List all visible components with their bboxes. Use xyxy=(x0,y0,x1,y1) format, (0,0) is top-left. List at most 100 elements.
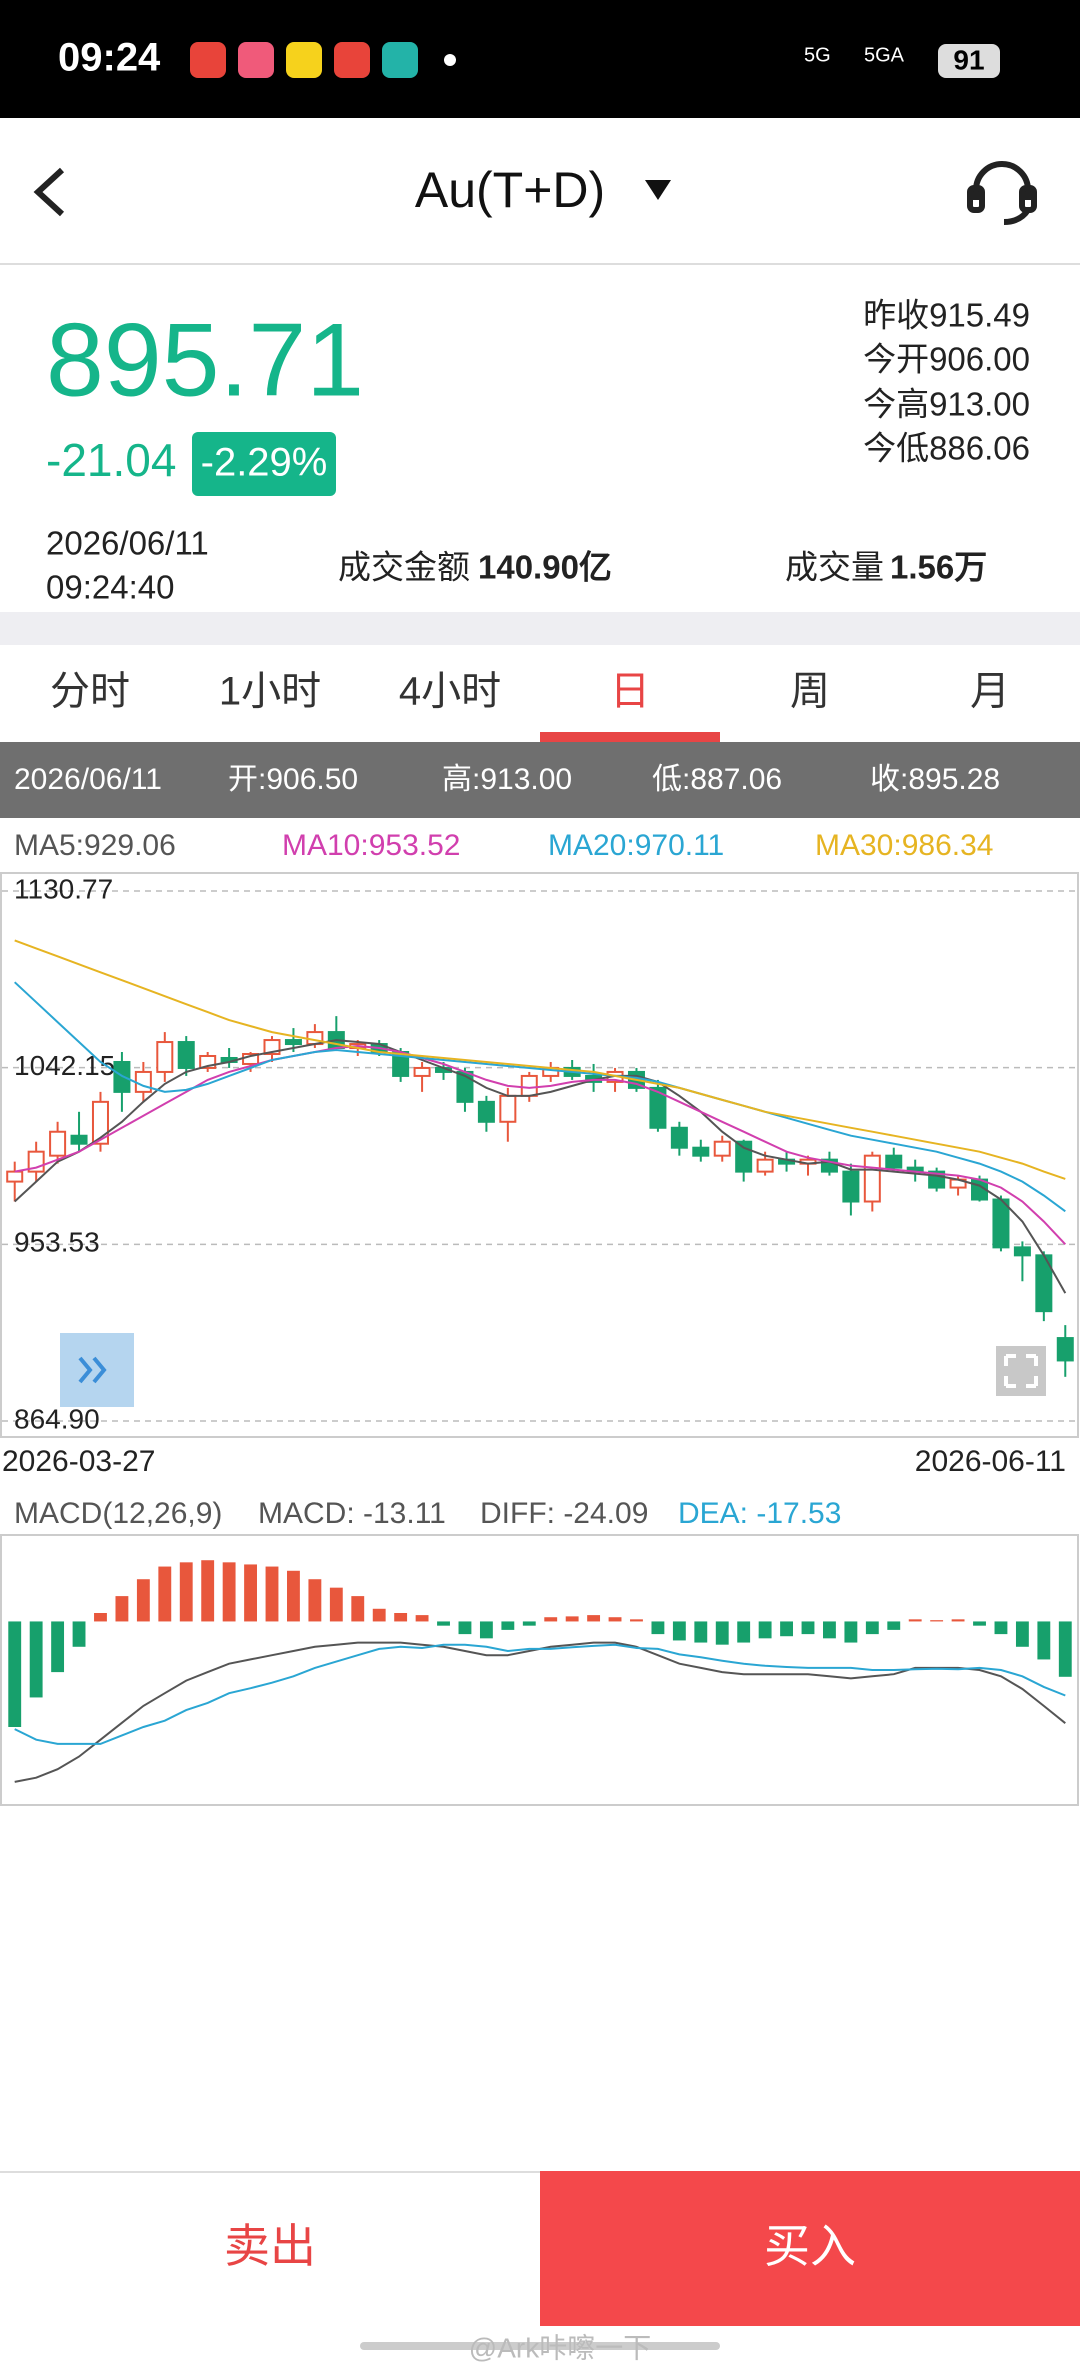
ohlc-text: 高:913.00 xyxy=(442,763,572,796)
tab[interactable]: 1小时 xyxy=(219,670,321,714)
volume-value: 1.56万 xyxy=(890,549,987,586)
macd-bar xyxy=(587,1615,601,1622)
macd-bar xyxy=(694,1621,708,1643)
y-tick-label: 1130.77 xyxy=(14,873,113,904)
expand-button[interactable] xyxy=(60,1333,134,1407)
diff-line xyxy=(14,1641,1066,1783)
net-label: 5GA xyxy=(864,44,905,66)
macd-bar xyxy=(201,1560,215,1622)
tab-underline xyxy=(540,732,720,742)
tab[interactable]: 分时 xyxy=(50,670,130,714)
buy-label: 买入 xyxy=(764,2220,856,2272)
macd-bar xyxy=(608,1617,622,1622)
ohlc-bar xyxy=(0,742,1080,818)
macd-bar xyxy=(973,1621,986,1626)
candle-body xyxy=(670,1126,688,1149)
macd-bar xyxy=(1037,1621,1051,1660)
candle-body xyxy=(520,1074,538,1097)
candle-body xyxy=(177,1041,195,1069)
ma-line xyxy=(14,939,1066,1180)
tab[interactable]: 4小时 xyxy=(399,670,501,714)
change: -21.04 xyxy=(46,434,176,486)
ma-line xyxy=(14,1039,1067,1294)
fullscreen-button[interactable] xyxy=(996,1346,1046,1396)
y-tick-label: 953.53 xyxy=(14,1227,100,1258)
kline-plot: 1130.77 1042.15 953.53 864.90 xyxy=(2,873,1077,1434)
candle-body xyxy=(842,1170,860,1203)
macd-bar xyxy=(737,1621,751,1643)
candle-body xyxy=(70,1134,88,1145)
macd-bar xyxy=(844,1621,858,1643)
x-label: 2026-03-27 xyxy=(2,1445,155,1478)
candle-body xyxy=(735,1140,753,1173)
macd-legend-item: MACD: -13.11 xyxy=(258,1497,446,1530)
volume-label: 成交量 xyxy=(785,549,884,586)
macd-bar xyxy=(1058,1621,1072,1677)
high: 今高913.00 xyxy=(863,386,1030,423)
macd-legend-item: DEA: -17.53 xyxy=(678,1497,841,1530)
candle-body xyxy=(692,1146,710,1157)
candle-body xyxy=(134,1070,152,1093)
macd-bar xyxy=(522,1621,536,1626)
y-tick-label: 864.90 xyxy=(14,1403,100,1434)
macd-bar xyxy=(758,1621,772,1639)
macd-frame xyxy=(0,1534,1079,1806)
expand-icon xyxy=(78,1356,107,1384)
macd-bar xyxy=(479,1621,493,1639)
macd-legend: MACD(12,26,9) MACD: -13.11 DIFF: -24.09 DEA… xyxy=(14,1497,841,1530)
macd-bar xyxy=(94,1613,107,1622)
macd-bar xyxy=(715,1621,729,1645)
support-icon[interactable] xyxy=(967,161,1037,225)
macd-bar xyxy=(72,1621,86,1647)
macd-bar xyxy=(630,1619,643,1622)
turnover-label: 成交金额 xyxy=(338,549,470,586)
macd-legend-item: DIFF: -24.09 xyxy=(480,1497,648,1530)
candle-body xyxy=(284,1039,302,1046)
candle-body xyxy=(992,1198,1010,1249)
sell-button[interactable] xyxy=(0,2171,540,2326)
battery xyxy=(938,44,1000,78)
candle-body xyxy=(885,1154,903,1169)
macd-bar xyxy=(329,1587,343,1622)
candle-body xyxy=(649,1086,667,1129)
macd-bar xyxy=(865,1621,879,1635)
macd-bar xyxy=(115,1596,129,1622)
change-pct: -2.29% xyxy=(201,441,328,485)
macd-bar xyxy=(930,1620,944,1622)
x-labels: 2026-03-27 2026-06-11 xyxy=(2,1445,1066,1478)
tabs: 分时 1小时 4小时 日 周 月 xyxy=(50,670,1010,742)
low: 今低886.06 xyxy=(863,430,1030,467)
macd-legend-item: MACD(12,26,9) xyxy=(14,1497,222,1530)
macd-bar xyxy=(651,1621,665,1635)
candle-body xyxy=(91,1100,109,1145)
candle-body xyxy=(413,1066,431,1077)
macd-bar xyxy=(565,1616,579,1622)
macd-bar xyxy=(394,1613,408,1622)
candle-body xyxy=(156,1041,174,1073)
candle-body xyxy=(1056,1337,1074,1362)
macd-bar xyxy=(458,1621,472,1635)
ma-legend: MA5:929.06 MA10:953.52 MA20:970.11 MA30:986… xyxy=(14,829,993,862)
candle-body xyxy=(1013,1246,1031,1257)
tab[interactable]: 月 xyxy=(970,670,1010,714)
buy-button[interactable] xyxy=(540,2171,1080,2326)
candle-body xyxy=(477,1100,495,1123)
ohlc-texts: 2026/06/11 开:906.50 高:913.00 低:887.06 收:895.… xyxy=(14,763,1000,796)
ohlc-text: 收:895.28 xyxy=(870,763,1000,796)
ma-line xyxy=(14,1044,1067,1245)
macd-bar xyxy=(372,1608,386,1622)
back-button[interactable] xyxy=(33,167,65,217)
tab[interactable]: 周 xyxy=(790,670,830,714)
ma-legend-item: MA10:953.52 xyxy=(282,829,460,862)
sell-label: 卖出 xyxy=(224,2220,316,2272)
page-title[interactable]: Au(T+D) xyxy=(415,162,605,218)
macd-bar xyxy=(908,1619,922,1622)
macd-bar xyxy=(244,1564,257,1622)
candle-body xyxy=(820,1158,838,1173)
dropdown-arrow[interactable] xyxy=(645,180,671,200)
tab[interactable]: 日 xyxy=(610,670,650,714)
macd-bar xyxy=(994,1621,1008,1635)
quote-time: 09:24:40 xyxy=(46,569,174,606)
macd-bar xyxy=(51,1621,65,1673)
